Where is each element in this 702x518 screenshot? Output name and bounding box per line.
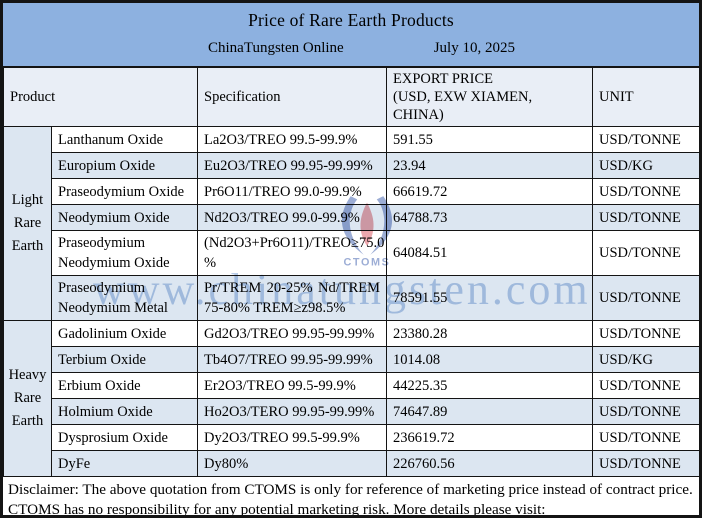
col-header-product: Product [3,67,199,127]
unit-cell: USD/KG [592,346,699,373]
banner: Price of Rare Earth Products ChinaTungst… [3,3,699,67]
export-price-line1: EXPORT PRICE [393,71,493,87]
price-cell: 23.94 [386,152,594,179]
product-cell: Neodymium Oxide [50,204,199,231]
spec-cell: (Nd2O3+Pr6O11)/TREO≥75.0 % [197,230,388,276]
spec-cell: Gd2O3/TREO 99.95-99.99% [197,320,388,347]
page-title: Price of Rare Earth Products [248,10,454,30]
unit-cell: USD/TONNE [592,320,699,347]
price-table: Product Specification EXPORT PRICE (USD,… [3,67,699,477]
price-cell: 44225.35 [386,372,594,399]
table-row: DyFe Dy80% 226760.56 USD/TONNE [4,450,699,477]
table-row: Terbium Oxide Tb4O7/TREO 99.95-99.99% 10… [4,346,699,373]
unit-cell: USD/TONNE [592,372,699,399]
disclaimer-text: Disclaimer: The above quotation from CTO… [3,477,699,515]
product-cell: Erbium Oxide [50,372,199,399]
table-row: Praseodymium Oxide Pr6O11/TREO 99.0-99.9… [4,178,699,205]
table-header-row: Product Specification EXPORT PRICE (USD,… [3,67,699,127]
table-row: Holmium Oxide Ho2O3/TERO 99.95-99.99% 74… [4,398,699,425]
table-row: Praseodymium Neodymium Metal Pr/TREM 20-… [4,275,699,321]
col-header-specification: Specification [197,67,388,127]
banner-subtitle-row: ChinaTungsten Online July 10, 2025 [3,40,699,57]
spec-cell: La2O3/TREO 99.5-99.9% [197,126,388,153]
col-header-export-price: EXPORT PRICE (USD, EXW XIAMEN, CHINA) [386,67,594,127]
product-cell: Lanthanum Oxide [50,126,199,153]
table-row: Light Rare Earth Lanthanum Oxide La2O3/T… [3,126,699,321]
price-cell: 64084.51 [386,230,594,276]
price-cell: 74647.89 [386,398,594,425]
table-row: Europium Oxide Eu2O3/TREO 99.95-99.99% 2… [4,152,699,179]
unit-cell: USD/TONNE [592,450,699,477]
product-cell: Holmium Oxide [50,398,199,425]
price-cell: 66619.72 [386,178,594,205]
table-row: Dysprosium Oxide Dy2O3/TREO 99.5-99.9% 2… [4,424,699,451]
spec-cell: Nd2O3/TREO 99.0-99.9% [197,204,388,231]
spec-cell: Dy80% [197,450,388,477]
col-header-unit: UNIT [592,67,699,127]
group-label-light-rare-earth: Light Rare Earth [3,126,52,321]
unit-cell: USD/TONNE [592,230,699,276]
spec-cell: Tb4O7/TREO 99.95-99.99% [197,346,388,373]
price-cell: 1014.08 [386,346,594,373]
product-cell: DyFe [50,450,199,477]
price-cell: 78591.55 [386,275,594,321]
export-price-line2: (USD, EXW XIAMEN, CHINA) [393,89,533,123]
spec-cell: Er2O3/TREO 99.5-99.9% [197,372,388,399]
price-cell: 23380.28 [386,320,594,347]
unit-cell: USD/TONNE [592,398,699,425]
table-row: Erbium Oxide Er2O3/TREO 99.5-99.9% 44225… [4,372,699,399]
product-cell: Terbium Oxide [50,346,199,373]
group-label-heavy-rare-earth: Heavy Rare Earth [3,320,52,477]
product-cell: Praseodymium Oxide [50,178,199,205]
product-cell: Praseodymium Neodymium Oxide [50,230,199,276]
product-cell: Dysprosium Oxide [50,424,199,451]
price-cell: 226760.56 [386,450,594,477]
source-label: ChinaTungsten Online [208,40,344,56]
product-cell: Gadolinium Oxide [50,320,199,347]
product-cell: Europium Oxide [50,152,199,179]
spec-cell: Dy2O3/TREO 99.5-99.9% [197,424,388,451]
spec-cell: Eu2O3/TREO 99.95-99.99% [197,152,388,179]
table-row: Neodymium Oxide Nd2O3/TREO 99.0-99.9% 64… [4,204,699,231]
unit-cell: USD/TONNE [592,275,699,321]
product-cell: Praseodymium Neodymium Metal [50,275,199,321]
spec-cell: Pr6O11/TREO 99.0-99.9% [197,178,388,205]
unit-cell: USD/TONNE [592,178,699,205]
price-cell: 591.55 [386,126,594,153]
spec-cell: Pr/TREM 20-25% Nd/TREM 75-80% TREM≥z98.5… [197,275,388,321]
table-row: Praseodymium Neodymium Oxide (Nd2O3+Pr6O… [4,230,699,276]
unit-cell: USD/TONNE [592,126,699,153]
unit-cell: USD/TONNE [592,204,699,231]
unit-cell: USD/TONNE [592,424,699,451]
unit-cell: USD/KG [592,152,699,179]
table-row: Heavy Rare Earth Gadolinium Oxide Gd2O3/… [3,320,699,477]
price-cell: 236619.72 [386,424,594,451]
price-cell: 64788.73 [386,204,594,231]
spec-cell: Ho2O3/TERO 99.95-99.99% [197,398,388,425]
date-label: July 10, 2025 [433,40,515,56]
